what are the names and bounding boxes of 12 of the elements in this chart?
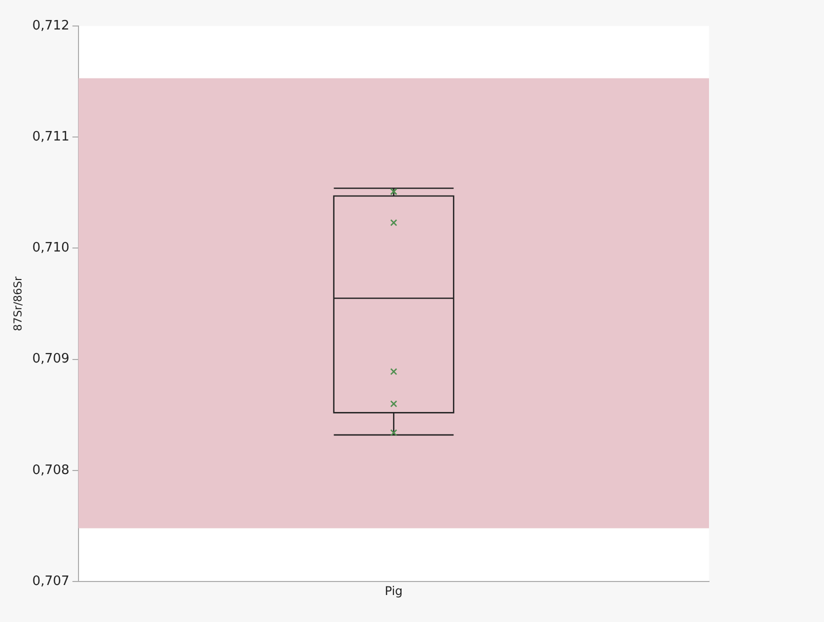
point: [390, 219, 398, 226]
y-axis-title: 87Sr/86Sr: [11, 276, 24, 332]
x-tick-label: Pig: [384, 584, 403, 598]
y-tick-label: 0,709: [32, 352, 70, 367]
point: [390, 429, 398, 436]
y-tick-label: 0,707: [32, 574, 70, 589]
y-tick-label: 0,708: [32, 462, 70, 478]
y-tick-label: 0,710: [32, 240, 70, 256]
point: [390, 400, 398, 408]
y-tick-label: 0,711: [32, 129, 70, 144]
y-tick-label: 0,712: [32, 18, 70, 34]
point: [390, 368, 398, 376]
